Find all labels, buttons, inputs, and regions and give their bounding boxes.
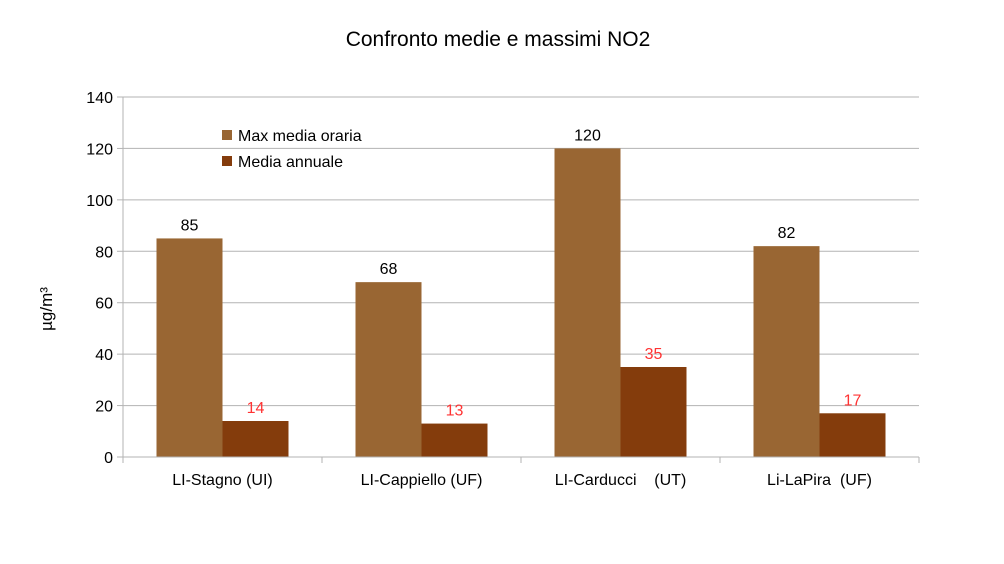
bar bbox=[421, 423, 488, 457]
y-tick-label: 60 bbox=[95, 296, 113, 313]
axes: 0 20 40 60 80 100 120 140 LI-Stagno (UI) LI-Cappi… bbox=[86, 90, 920, 489]
data-label: 14 bbox=[247, 400, 265, 417]
x-tick-label: LI-Carducci (UT) bbox=[555, 472, 687, 489]
bar bbox=[819, 413, 886, 457]
x-tick-label: LI-Cappiello (UF) bbox=[361, 472, 483, 489]
y-tick-label: 20 bbox=[95, 399, 113, 416]
bars bbox=[156, 148, 886, 457]
y-tick-label: 40 bbox=[95, 347, 113, 364]
legend-label: Max media oraria bbox=[238, 128, 362, 145]
bar bbox=[554, 148, 621, 457]
y-tick-label: 0 bbox=[104, 450, 113, 467]
y-tick-label: 80 bbox=[95, 244, 113, 261]
bar bbox=[156, 238, 223, 457]
x-tick-label: LI-Stagno (UI) bbox=[172, 472, 272, 489]
chart-title: Confronto medie e massimi NO2 bbox=[346, 28, 651, 51]
data-label: 13 bbox=[446, 403, 464, 420]
bar bbox=[753, 246, 820, 457]
legend-label: Media annuale bbox=[238, 154, 343, 171]
gridlines bbox=[123, 96, 919, 407]
data-label: 85 bbox=[181, 217, 199, 234]
bar bbox=[355, 282, 422, 457]
bar bbox=[222, 421, 289, 457]
y-axis-label: µg/m³ bbox=[37, 287, 56, 331]
y-tick-label: 100 bbox=[86, 193, 113, 210]
data-label: 82 bbox=[778, 225, 796, 242]
y-tick-label: 120 bbox=[86, 141, 113, 158]
y-tick-label: 140 bbox=[86, 90, 113, 107]
data-labels: 85 14 68 13 120 35 82 17 bbox=[181, 127, 862, 419]
data-label: 35 bbox=[645, 346, 663, 363]
legend-swatch bbox=[222, 156, 232, 166]
data-label: 17 bbox=[844, 392, 862, 409]
data-label: 68 bbox=[380, 261, 398, 278]
legend: Max media oraria Media annuale bbox=[222, 128, 362, 171]
legend-swatch bbox=[222, 130, 232, 140]
data-label: 120 bbox=[574, 127, 601, 144]
bar bbox=[620, 367, 687, 457]
x-tick-label: Li-LaPira (UF) bbox=[767, 472, 872, 489]
